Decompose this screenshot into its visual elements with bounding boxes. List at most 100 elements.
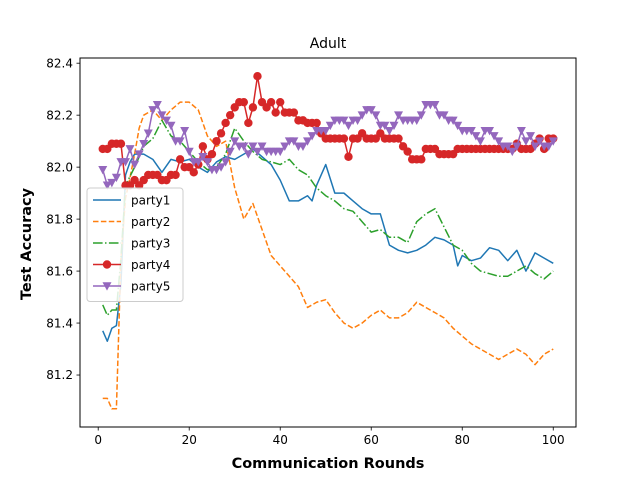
data-point-party5 [544, 142, 554, 151]
chart-title: Adult [310, 36, 347, 52]
data-point-party4 [207, 149, 217, 159]
data-point-party5 [134, 150, 144, 159]
y-tick-label: 81.8 [46, 212, 73, 226]
data-point-party5 [152, 100, 162, 110]
data-point-party4 [225, 110, 235, 120]
data-point-party5 [280, 142, 290, 151]
data-point-party5 [175, 137, 185, 146]
data-point-party4 [239, 97, 249, 107]
data-point-party5 [248, 142, 258, 151]
data-point-party5 [521, 137, 531, 146]
data-point-party5 [548, 137, 558, 146]
data-point-party4 [212, 136, 221, 146]
data-point-party5 [371, 111, 381, 120]
data-point-party5 [157, 111, 167, 120]
data-point-party4 [253, 71, 262, 81]
legend-label-party2: party2 [131, 215, 170, 229]
data-point-party5 [252, 147, 262, 157]
data-point-party5 [289, 137, 299, 146]
data-point-party5 [439, 111, 449, 120]
data-point-party5 [325, 121, 335, 131]
data-point-party5 [193, 158, 203, 167]
data-point-party5 [343, 121, 353, 131]
data-point-party5 [503, 142, 513, 151]
data-point-party4 [116, 139, 126, 148]
data-point-party5 [307, 132, 317, 141]
x-tick-label: 100 [542, 433, 565, 447]
data-point-party5 [453, 121, 463, 131]
data-point-party4 [244, 118, 253, 128]
data-point-party5 [180, 126, 190, 136]
y-tick-label: 81.4 [46, 316, 73, 330]
y-tick-label: 82.4 [46, 56, 73, 70]
data-point-party5 [184, 147, 194, 157]
data-point-party4 [276, 97, 285, 107]
data-point-party5 [111, 173, 121, 183]
data-point-party5 [257, 142, 267, 151]
legend-label-party3: party3 [131, 237, 170, 251]
data-point-party5 [485, 126, 495, 136]
data-point-party5 [125, 145, 135, 154]
x-axis-label: Communication Rounds [232, 456, 425, 472]
data-point-party5 [394, 111, 404, 120]
data-point-party4 [221, 118, 230, 128]
data-point-party5 [494, 137, 504, 146]
data-point-party5 [198, 152, 208, 162]
data-point-party5 [430, 100, 440, 110]
x-tick-label: 80 [455, 433, 470, 447]
data-point-party4 [266, 97, 276, 107]
data-point-party4 [394, 134, 403, 143]
x-tick-label: 40 [273, 433, 288, 447]
legend-box [86, 187, 184, 302]
data-point-party5 [303, 137, 313, 146]
legend-label-party5: party5 [131, 280, 170, 294]
data-point-party5 [139, 139, 149, 149]
y-tick-label: 81.2 [46, 368, 73, 382]
data-point-party4 [198, 142, 208, 151]
data-point-party4 [171, 170, 180, 180]
data-point-party5 [130, 160, 140, 170]
data-point-party4 [289, 108, 299, 117]
data-point-party4 [216, 129, 226, 138]
data-point-party5 [239, 142, 249, 151]
y-tick-label: 82.2 [46, 108, 73, 122]
data-point-party5 [298, 142, 308, 151]
data-point-party5 [225, 147, 235, 157]
data-point-party4 [189, 168, 198, 177]
data-point-party5 [489, 132, 499, 141]
legend-label-party1: party1 [131, 194, 170, 208]
data-point-party5 [221, 158, 231, 167]
legend-label-party4: party4 [131, 258, 170, 272]
legend: party1 party2 party3 party4 party5 [86, 187, 184, 302]
data-point-party5 [466, 126, 476, 136]
data-point-party4 [312, 118, 321, 128]
data-point-party5 [202, 158, 212, 167]
data-point-party5 [357, 111, 367, 120]
data-point-party5 [243, 150, 253, 159]
axes: 0 20 40 60 80 100 81.2 81.4 81.6 81.8 82.0 82.2 82.4 [46, 56, 577, 447]
data-point-party5 [161, 116, 171, 125]
plot-area [98, 71, 558, 410]
data-point-party4 [175, 155, 185, 164]
y-axis-label: Test Accuracy [19, 187, 35, 300]
data-point-party5 [530, 142, 540, 151]
data-point-party5 [353, 116, 363, 125]
data-point-party5 [148, 106, 158, 115]
data-point-party5 [471, 132, 481, 141]
data-point-party5 [412, 116, 422, 125]
data-point-party5 [321, 126, 331, 136]
data-point-party5 [230, 137, 240, 146]
data-point-party4 [339, 134, 349, 143]
y-tick-label: 82.0 [46, 160, 73, 174]
data-point-party5 [448, 116, 458, 125]
data-point-party5 [507, 147, 517, 157]
series-line-party3 [102, 119, 554, 317]
data-point-party5 [512, 142, 522, 151]
x-tick-label: 0 [94, 433, 102, 447]
data-point-party5 [339, 116, 349, 125]
data-point-party4 [344, 152, 353, 161]
data-point-party5 [143, 129, 153, 138]
data-point-party5 [275, 147, 285, 157]
